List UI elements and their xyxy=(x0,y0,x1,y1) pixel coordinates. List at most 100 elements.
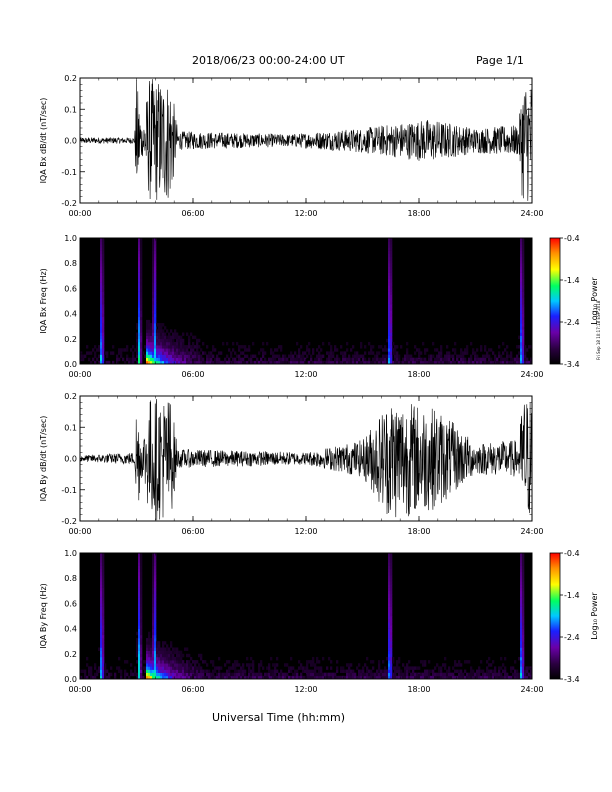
spectrogram-cell xyxy=(100,568,103,573)
spectrogram-cell xyxy=(340,360,343,365)
spectrogram-cell xyxy=(102,562,105,566)
spectrogram-cell xyxy=(300,360,303,365)
spectrogram-cell xyxy=(368,357,371,362)
spectrogram-cell xyxy=(390,556,393,560)
spectrogram-cell xyxy=(530,675,533,680)
spectrogram-cell xyxy=(100,556,103,560)
spectrogram-cell xyxy=(258,675,261,680)
spectrogram-cell xyxy=(140,590,143,595)
spectrogram-cell xyxy=(160,326,163,330)
spectrogram-cell xyxy=(202,669,205,673)
spectrogram-cell xyxy=(318,666,321,670)
spectrogram-cell xyxy=(520,332,523,336)
spectrogram-cell xyxy=(152,335,155,340)
spectrogram-cell xyxy=(476,354,479,358)
spectrogram-cell xyxy=(102,266,105,270)
spectrogram-cell xyxy=(154,301,157,305)
spectrogram-cell xyxy=(140,675,143,680)
spectrogram-cell xyxy=(474,672,477,677)
spectrogram-cell xyxy=(408,666,411,670)
spectrogram-cell xyxy=(160,323,163,327)
spectrogram-cell xyxy=(188,335,191,340)
spectrogram-cell xyxy=(464,357,467,362)
spectrogram-cell xyxy=(388,653,391,658)
spectrogram-cell xyxy=(252,663,255,667)
spectrogram-cell xyxy=(192,335,195,340)
spectrogram-cell xyxy=(140,329,143,333)
spectrogram-cell xyxy=(520,641,523,645)
spectrogram-cell xyxy=(136,354,139,358)
spectrogram-cell xyxy=(138,606,141,610)
spectrogram-cell xyxy=(520,351,523,355)
spectrogram-cell xyxy=(138,663,141,667)
spectrogram-cell xyxy=(100,307,103,311)
spectrogram-cell xyxy=(214,675,217,680)
spectrogram-cell xyxy=(384,345,387,349)
spectrogram-cell xyxy=(152,282,155,286)
spectrogram-cell xyxy=(524,675,527,680)
spectrogram-cell xyxy=(318,360,321,365)
spectrogram-cell xyxy=(154,278,157,283)
spectrogram-cell xyxy=(154,323,157,327)
spectrogram-cell xyxy=(390,316,393,321)
spectrogram-cell xyxy=(160,345,163,349)
spectrogram-cell xyxy=(388,278,391,283)
spectrogram-cell xyxy=(226,360,229,365)
spectrogram-cell xyxy=(522,316,525,321)
spectrogram-cell xyxy=(140,644,143,648)
spectrogram-cell xyxy=(232,666,235,670)
spectrogram-cell xyxy=(166,341,169,346)
spectrogram-cell xyxy=(268,663,271,667)
spectrogram-cell xyxy=(244,345,247,349)
spectrogram-cell xyxy=(364,357,367,362)
spectrogram-cell xyxy=(176,338,179,343)
spectrogram-cell xyxy=(186,672,189,677)
spectrogram-cell xyxy=(334,672,337,677)
x-tick-label: 18:00 xyxy=(407,685,430,694)
spectrogram-cell xyxy=(154,641,157,645)
spectrogram-cell xyxy=(424,672,427,677)
spectrogram-cell xyxy=(170,669,173,673)
spectrogram-cell xyxy=(440,360,443,365)
spectrogram-cell xyxy=(292,675,295,680)
spectrogram-cell xyxy=(520,297,523,302)
spectrogram-cell xyxy=(154,578,157,582)
spectrogram-cell xyxy=(160,329,163,333)
spectrogram-cell xyxy=(102,326,105,330)
spectrogram-cell xyxy=(148,653,151,658)
spectrogram-cell xyxy=(140,553,143,557)
spectrogram-cell xyxy=(510,360,513,365)
spectrogram-cell xyxy=(320,360,323,365)
spectrogram-cell xyxy=(160,332,163,336)
spectrogram-cell xyxy=(312,360,315,365)
spectrogram-cell xyxy=(152,584,155,588)
spectrogram-cell xyxy=(446,345,449,349)
spectrogram-cell xyxy=(124,348,127,352)
spectrogram-cell xyxy=(476,348,479,352)
y-tick-label: 0.8 xyxy=(64,574,77,583)
spectrogram-cell xyxy=(180,669,183,673)
spectrogram-cell xyxy=(84,675,87,680)
spectrogram-cell xyxy=(178,360,181,365)
spectrogram-cell xyxy=(170,351,173,355)
spectrogram-cell xyxy=(338,357,341,362)
spectrogram-cell xyxy=(390,603,393,607)
spectrogram-cell xyxy=(496,672,499,677)
spectrogram-cell xyxy=(154,282,157,286)
spectrogram-cell xyxy=(520,553,523,557)
spectrogram-cell xyxy=(88,357,91,362)
spectrogram-cell xyxy=(100,666,103,670)
spectrogram-cell xyxy=(506,360,509,365)
spectrogram-cell xyxy=(450,675,453,680)
spectrogram-cell xyxy=(196,669,199,673)
spectrogram-cell xyxy=(102,351,105,355)
spectrogram-cell xyxy=(520,562,523,566)
spectrogram-cell xyxy=(390,297,393,302)
spectrogram-cell xyxy=(386,672,389,677)
spectrogram-cell xyxy=(140,622,143,626)
spectrogram-cell xyxy=(490,675,493,680)
spectrogram-cell xyxy=(188,672,191,677)
spectrogram-cell xyxy=(404,360,407,365)
spectrogram-cell xyxy=(138,310,141,314)
spectrogram-cell xyxy=(474,360,477,365)
